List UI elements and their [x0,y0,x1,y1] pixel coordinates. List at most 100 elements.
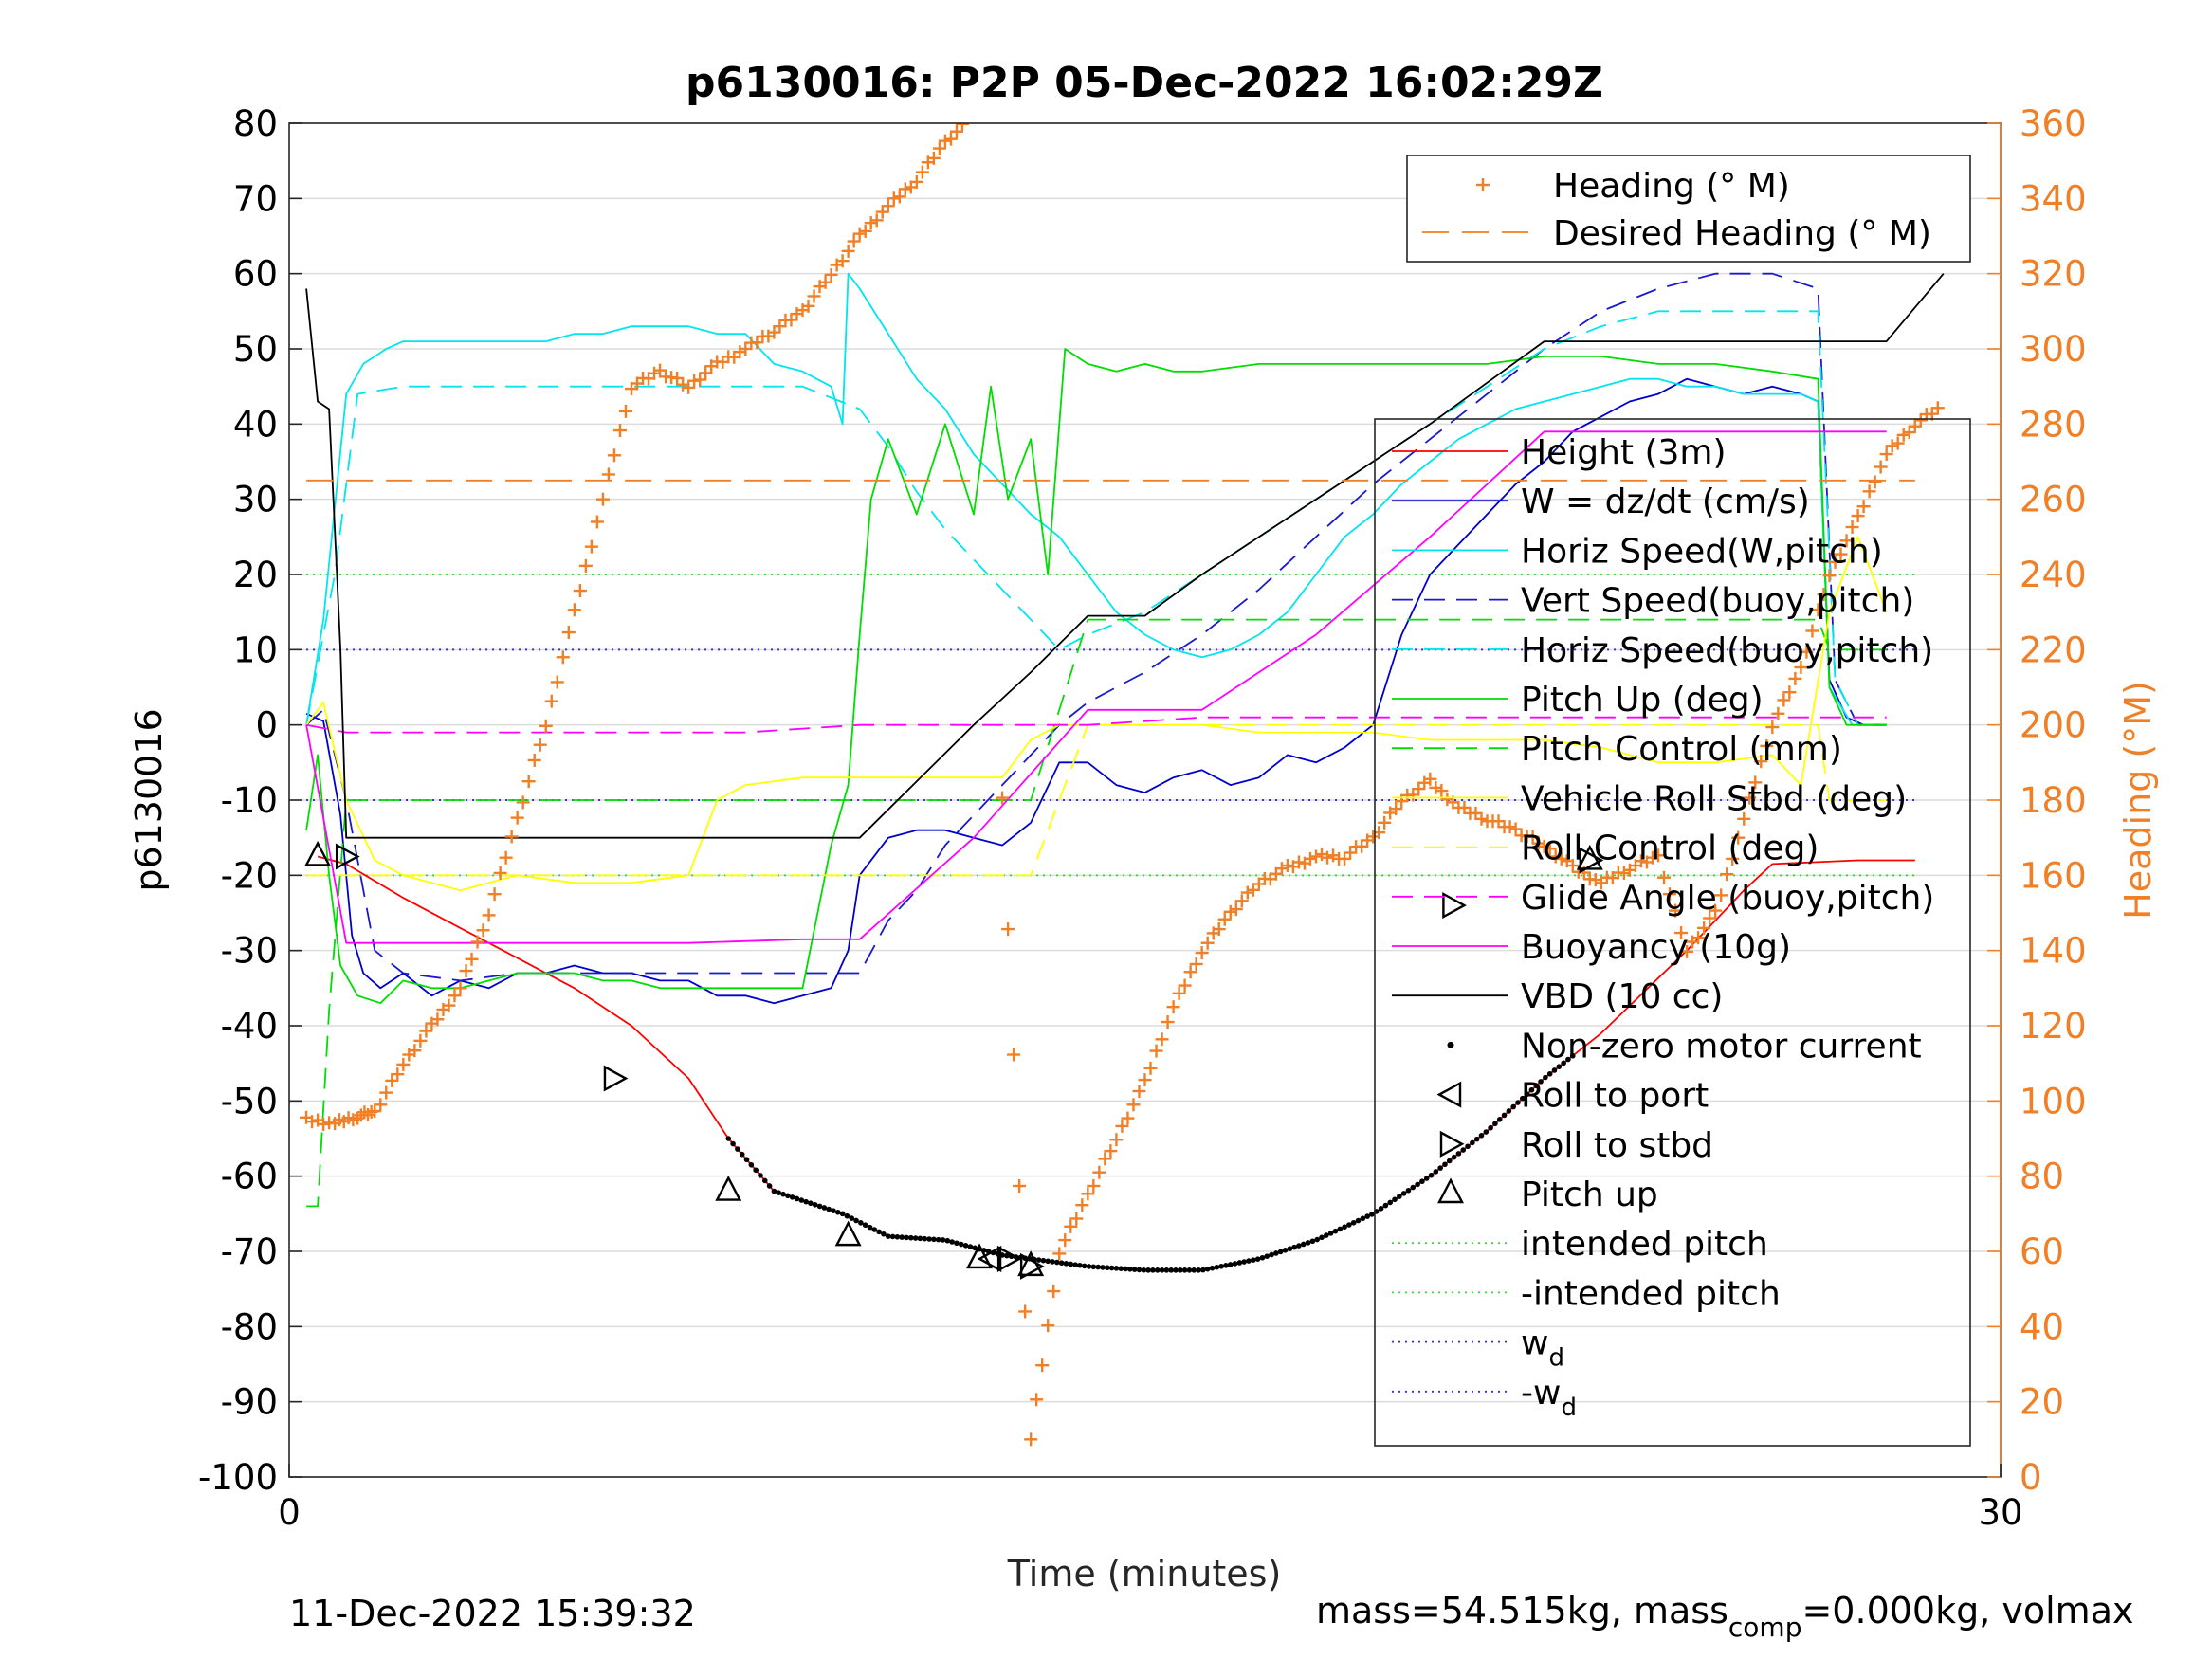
motor-current-dot [1378,1205,1384,1212]
motor-current-dot [962,1243,969,1249]
motor-current-dot [1178,1267,1183,1273]
motor-current-dot [1556,1064,1563,1069]
motor-current-dot [1081,1263,1088,1269]
motor-current-dot [743,1157,750,1163]
y-tick-label: 80 [233,103,278,144]
y2-tick-label: 100 [2020,1081,2087,1121]
motor-current-dot [1154,1267,1161,1273]
motor-current-dot [1360,1215,1366,1222]
legend-main-entry: Horiz Speed(W,pitch) [1521,532,1883,571]
y-tick-label: 40 [233,404,278,445]
roll-to-stbd-marker [603,1065,629,1092]
motor-current-dot [1196,1267,1201,1273]
y2-tick-label: 0 [2020,1457,2042,1498]
y2-tick-label: 360 [2020,103,2087,144]
motor-current-dot [1543,1074,1548,1081]
motor-current-dot [1397,1194,1402,1199]
motor-current-dot [1337,1226,1344,1232]
legend-main-entry: VBD (10 cc) [1521,977,1723,1016]
motor-current-dot [1108,1265,1115,1271]
legend-main-entry: Vehicle Roll Stbd (deg) [1521,779,1907,818]
motor-current-dot [1319,1234,1325,1241]
motor-current-dot [1483,1129,1490,1135]
motor-current-dot [853,1217,859,1224]
footer-mass-sub: comp [1728,1612,1802,1643]
motor-current-dot [858,1220,864,1226]
roll-to-port-marker [977,1245,1002,1272]
motor-current-dot [1346,1222,1352,1228]
roll-to-stbd-marker [1442,892,1467,920]
motor-current-dot [908,1234,914,1241]
footer-mass-pre: mass=54.515kg, mass [1316,1590,1728,1632]
markers [304,840,1604,1280]
roll-to-stbd-marker [1019,1252,1045,1280]
motor-current-dot [1364,1213,1370,1219]
motor-current-dot [1506,1108,1512,1114]
motor-current-dot [949,1239,955,1245]
footer-mass: mass=54.515kg, masscomp=0.000kg, volmax [1316,1590,2133,1643]
series-vehicle-roll-stbd-deg [305,536,1888,892]
y2-tick-label: 20 [2020,1382,2064,1423]
roll-to-stbd-marker [335,843,360,870]
motor-current-dot [1118,1266,1124,1271]
motor-current-dot [1223,1263,1229,1268]
tick-marks: 80706050403020100-10-20-30-40-50-60-70-8… [198,103,2087,1533]
y-tick-label: -90 [221,1382,278,1423]
chart-title: p6130016: P2P 05-Dec-2022 16:02:29Z [686,59,1603,107]
legend-main-entry: -intended pitch [1521,1274,1781,1313]
motor-current-dot [1350,1219,1357,1226]
motor-current-dot [748,1161,755,1168]
motor-current-dot [1287,1246,1293,1252]
motor-current-dot [1191,1267,1197,1273]
motor-current-dot [1236,1260,1243,1266]
y2-tick-label: 260 [2020,480,2087,520]
motor-current-dot [1136,1267,1143,1273]
motor-current-dot [831,1208,836,1213]
motor-current-dot [1492,1121,1498,1127]
motor-current-dot [881,1231,887,1237]
motor-current-dot [944,1237,951,1244]
x-tick-label: 0 [278,1492,301,1533]
motor-current-dot [1296,1243,1302,1249]
motor-current-dot [1227,1262,1234,1267]
motor-current-dot [912,1235,919,1241]
x-axis-label: Time (minutes) [1007,1553,1282,1595]
y-tick-label: -80 [221,1306,278,1347]
motor-current-dot [940,1237,946,1243]
legend-heading: Heading (° M) Desired Heading (° M) [1406,155,1971,263]
motor-current-dot [1277,1249,1284,1255]
motor-current-dot [1387,1199,1394,1206]
motor-current-dot [803,1198,809,1205]
y-axis-label: p6130016 [128,708,170,891]
legend-main-entry: Roll Control (deg) [1521,830,1819,868]
legend-main-entry: Pitch Control (mm) [1521,730,1842,769]
motor-current-dot [1068,1261,1074,1267]
motor-current-dot [1415,1181,1420,1188]
legend-sample-roll-port [1436,1081,1462,1108]
motor-current-dot [1538,1079,1544,1085]
motor-current-dot [1510,1103,1516,1110]
motor-current-dot [1100,1265,1106,1270]
motor-current-dot [1168,1267,1174,1273]
motor-current-dot [1488,1124,1493,1131]
motor-current-dot [1104,1265,1110,1271]
motor-current-dot [1437,1165,1443,1171]
motor-current-dot [1131,1267,1138,1272]
legend-sample-pitch-up [1437,1177,1464,1204]
motor-current-dot [1433,1169,1439,1175]
motor-current-dot [1163,1267,1170,1273]
legend-main-entry: Height (3m) [1521,433,1727,472]
motor-current-dot [862,1222,868,1229]
motor-current-dot [1451,1154,1457,1160]
y2-tick-label: 320 [2020,254,2087,295]
y-tick-label: -100 [198,1457,278,1498]
y2-tick-label: 220 [2020,629,2087,670]
motor-current-dot [1309,1238,1316,1245]
legend-main-entry: Buoyancy (10g) [1521,928,1791,967]
motor-current-dot [798,1197,805,1203]
y-tick-label: 50 [233,329,278,370]
motor-current-dot [1251,1257,1256,1263]
motor-current-dot [1200,1267,1206,1273]
motor-current-dot [926,1236,932,1242]
series-glide-angle-buoy-pitch [305,716,1887,734]
